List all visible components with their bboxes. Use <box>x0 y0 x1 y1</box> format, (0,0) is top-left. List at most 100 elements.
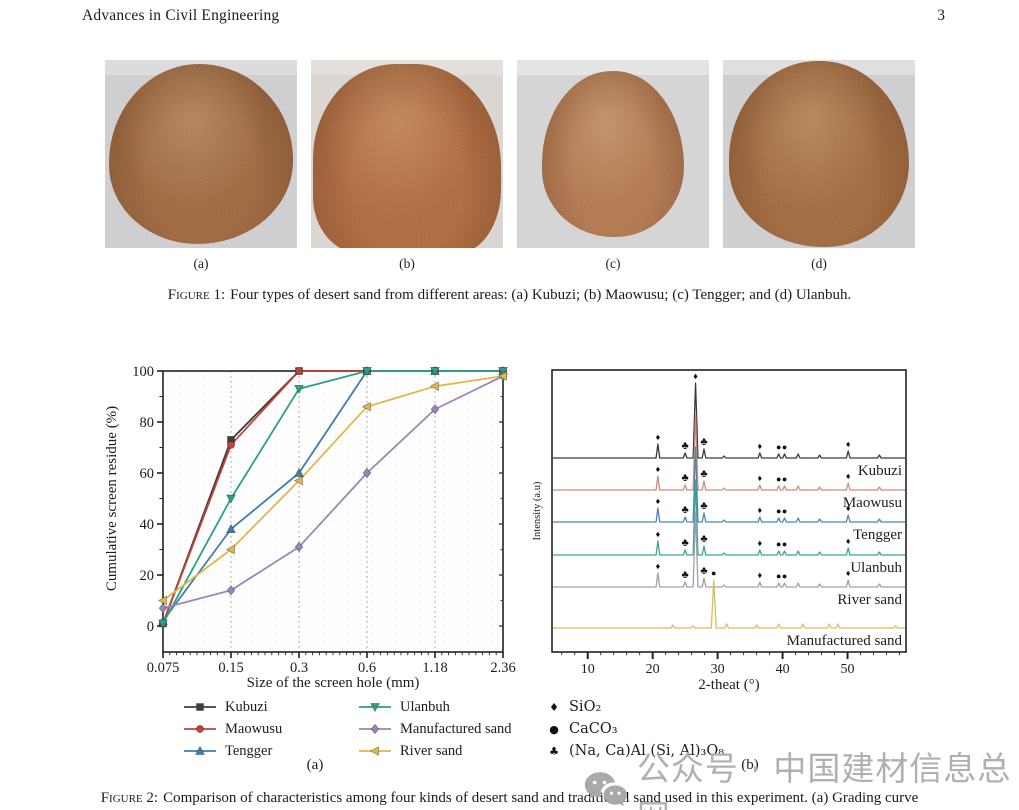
svg-text:0.15: 0.15 <box>218 660 243 676</box>
mineral-legend-item: ♦ SiO₂ <box>547 699 724 715</box>
svg-text:♦: ♦ <box>656 496 661 506</box>
legend-item-maowusu: Maowusu <box>183 721 358 738</box>
svg-text:Ulanbuh: Ulanbuh <box>850 560 902 576</box>
figure1-caption: Figure 1: Four types of desert sand from … <box>0 287 1019 304</box>
svg-text:Tengger: Tengger <box>853 527 902 543</box>
svg-text:♣: ♣ <box>682 472 689 484</box>
svg-text:♦: ♦ <box>758 538 763 548</box>
svg-text:♦: ♦ <box>846 568 851 578</box>
svg-text:♣: ♣ <box>700 436 707 448</box>
svg-text:0.3: 0.3 <box>290 660 308 676</box>
legend-item-river-sand: River sand <box>358 743 533 760</box>
sand-photo-maowusu <box>311 60 503 248</box>
svg-text:0.075: 0.075 <box>147 660 180 676</box>
xrd-legend: ♦ SiO₂ ● CaCO₃ ♣ (Na, Ca)Al (Si, Al)₃O₈ <box>547 696 724 762</box>
svg-text:♦: ♦ <box>758 473 763 483</box>
svg-text:♦: ♦ <box>656 432 661 442</box>
svg-text:Maowusu: Maowusu <box>843 495 903 511</box>
subfigure-label-b: (b) <box>741 757 759 773</box>
sand-pile-image <box>541 71 685 237</box>
figure1-photo-labels: (a) (b) (c) (d) <box>105 256 915 272</box>
figure2-caption: Figure 2: Comparison of characteristics a… <box>0 790 1019 807</box>
legend-label: Manufactured sand <box>400 720 512 737</box>
svg-text:●: ● <box>776 539 781 549</box>
svg-text:Manufactured sand: Manufactured sand <box>787 633 903 649</box>
mineral-legend-item: ♣ (Na, Ca)Al (Si, Al)₃O₈ <box>547 743 724 759</box>
sand-photo-tengger <box>517 60 709 248</box>
grading-legend: Kubuzi Maowusu Tengger Ulanbuh Manufactured … <box>183 696 533 762</box>
svg-text:50: 50 <box>841 662 855 677</box>
svg-text:♦: ♦ <box>758 505 763 515</box>
svg-text:♣: ♣ <box>700 533 707 545</box>
legend-item-manufactured-sand: Manufactured sand <box>358 721 533 738</box>
club-marker-icon: ♣ <box>549 744 559 758</box>
svg-text:1.18: 1.18 <box>422 660 447 676</box>
svg-text:●: ● <box>776 474 781 484</box>
svg-text:●: ● <box>782 506 787 516</box>
svg-text:40: 40 <box>776 662 790 677</box>
svg-text:20: 20 <box>646 662 660 677</box>
mineral-legend-label: (Na, Ca)Al (Si, Al)₃O₈ <box>569 743 725 759</box>
svg-text:♦: ♦ <box>656 464 661 474</box>
svg-text:●: ● <box>711 568 716 578</box>
circle-marker-icon: ● <box>549 722 559 736</box>
svg-text:●: ● <box>776 571 781 581</box>
svg-text:80: 80 <box>140 415 155 431</box>
journal-title: Advances in Civil Engineering <box>82 7 280 24</box>
legend-label: Ulanbuh <box>400 698 450 715</box>
svg-text:30: 30 <box>711 662 725 677</box>
svg-text:0: 0 <box>147 619 154 635</box>
svg-text:♣: ♣ <box>682 569 689 581</box>
triangle-up-marker-icon <box>184 745 216 755</box>
svg-text:♦: ♦ <box>656 561 661 571</box>
svg-text:2.36: 2.36 <box>490 660 515 676</box>
svg-text:●: ● <box>782 442 787 452</box>
svg-text:♦: ♦ <box>846 536 851 546</box>
triangle-down-marker-icon <box>359 703 391 713</box>
legend-label: Maowusu <box>225 720 283 737</box>
sand-photo-kubuzi <box>105 60 297 248</box>
svg-text:100: 100 <box>132 364 154 380</box>
page-number: 3 <box>937 7 945 24</box>
sand-pile-image <box>108 63 294 245</box>
svg-text:♣: ♣ <box>700 565 707 577</box>
svg-text:●: ● <box>782 474 787 484</box>
svg-text:●: ● <box>782 571 787 581</box>
legend-item-ulanbuh: Ulanbuh <box>358 699 533 716</box>
figure1-caption-label: Figure 1: <box>167 287 226 303</box>
svg-text:Kubuzi: Kubuzi <box>858 463 902 479</box>
mineral-legend-label: CaCO₃ <box>569 721 618 737</box>
svg-text:●: ● <box>782 539 787 549</box>
photo-label-d: (d) <box>811 256 827 271</box>
triangle-left-marker-icon <box>359 746 391 756</box>
photo-label-c: (c) <box>605 256 621 271</box>
svg-text:20: 20 <box>140 568 155 584</box>
svg-text:●: ● <box>776 442 781 452</box>
figure1-caption-text: Four types of desert sand from different… <box>230 287 852 303</box>
figure2-caption-text: Comparison of characteristics among four… <box>163 790 919 806</box>
mineral-legend-item: ● CaCO₃ <box>547 721 724 737</box>
svg-text:♣: ♣ <box>700 468 707 480</box>
legend-item-tengger: Tengger <box>183 743 358 760</box>
svg-text:2-theat (°): 2-theat (°) <box>698 677 759 693</box>
sand-photo-ulanbuh <box>723 60 915 248</box>
svg-text:♦: ♦ <box>693 371 698 381</box>
svg-text:♣: ♣ <box>700 500 707 512</box>
grading-curve-chart: 0 20 40 60 80 100 0.075 0.15 0.3 0.6 1.18 2.36 Size … <box>104 364 516 691</box>
subfigure-label-a: (a) <box>306 757 324 773</box>
svg-text:River sand: River sand <box>837 592 902 608</box>
svg-text:60: 60 <box>140 466 155 482</box>
circle-marker-icon <box>184 725 216 733</box>
diamond-marker-icon <box>359 723 391 735</box>
photo-label-b: (b) <box>399 256 415 271</box>
legend-label: River sand <box>400 742 463 759</box>
svg-text:0.6: 0.6 <box>358 660 376 676</box>
svg-text:40: 40 <box>140 517 155 533</box>
legend-label: Kubuzi <box>225 698 268 715</box>
svg-text:♣: ♣ <box>682 537 689 549</box>
sand-pile-image <box>312 63 502 248</box>
svg-text:Intensity (a.u): Intensity (a.u) <box>532 481 543 540</box>
legend-label: Tengger <box>225 742 273 759</box>
svg-text:●: ● <box>776 506 781 516</box>
